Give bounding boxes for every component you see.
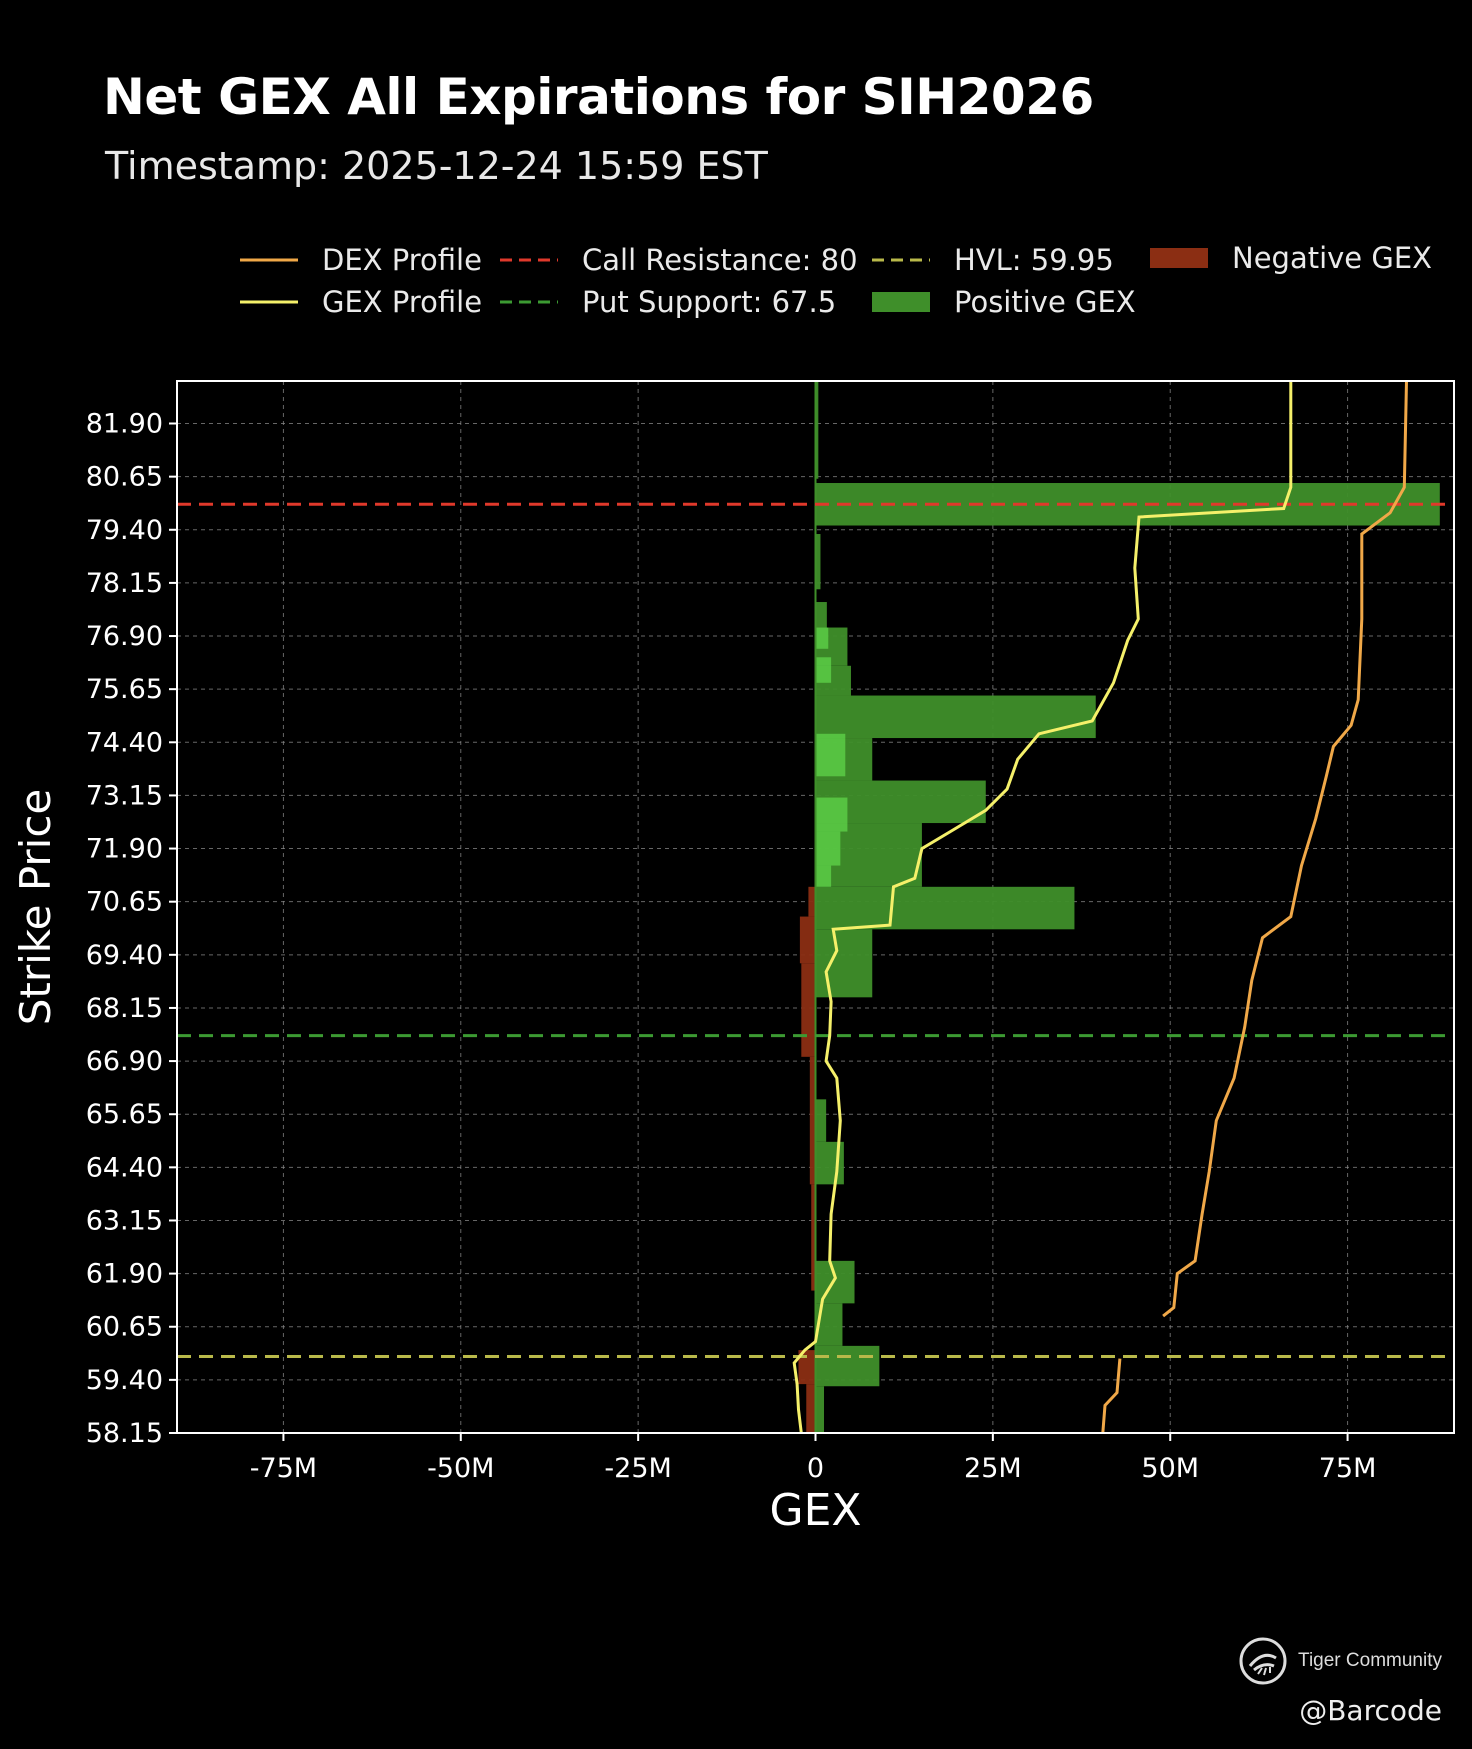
negative-gex-bar bbox=[808, 886, 816, 917]
positive-gex-highlight-bar bbox=[815, 831, 841, 866]
x-tick-label: 75M bbox=[1319, 1453, 1377, 1484]
y-tick-label: 79.40 bbox=[86, 515, 163, 546]
y-tick-label: 69.40 bbox=[86, 940, 163, 971]
y-tick-label: 63.15 bbox=[86, 1205, 163, 1236]
y-tick-label: 66.90 bbox=[86, 1046, 163, 1077]
negative-gex-bar bbox=[811, 1184, 816, 1291]
positive-gex-bar bbox=[815, 886, 1075, 930]
chart-title: Net GEX All Expirations for SIH2026 bbox=[103, 68, 1094, 126]
dex-profile-line bbox=[1162, 380, 1408, 1318]
y-tick-label: 74.40 bbox=[86, 727, 163, 758]
y-tick-label: 59.40 bbox=[86, 1365, 163, 1396]
negative-gex-bar bbox=[801, 963, 816, 1057]
positive-gex-highlight-bar bbox=[815, 627, 829, 649]
legend-label: Call Resistance: 80 bbox=[582, 243, 858, 277]
watermark-brand: Tiger Community bbox=[1298, 1650, 1442, 1671]
positive-gex-bar bbox=[815, 1345, 880, 1387]
legend-label: Put Support: 67.5 bbox=[582, 285, 836, 319]
x-tick-label: -75M bbox=[250, 1453, 317, 1484]
positive-gex-bar bbox=[815, 602, 827, 628]
y-tick-label: 64.40 bbox=[86, 1152, 163, 1183]
legend-label: DEX Profile bbox=[322, 243, 482, 277]
chart-subtitle: Timestamp: 2025-12-24 15:59 EST bbox=[105, 144, 768, 188]
positive-gex-highlight-bar bbox=[815, 797, 848, 832]
x-tick-label: 0 bbox=[807, 1453, 824, 1484]
x-tick-label: -25M bbox=[604, 1453, 671, 1484]
negative-gex-bar bbox=[806, 1384, 816, 1433]
y-tick-label: 81.90 bbox=[86, 409, 163, 440]
y-axis-label: Strike Price bbox=[11, 789, 60, 1026]
axis-ticks: -75M -50M -25M 0 25M 50M 75M 58.15 59.40 60.65 61.… bbox=[86, 409, 1377, 1484]
chart-legend: DEX Profile GEX Profile Call Resistance: 8… bbox=[240, 241, 1432, 319]
gex-bars bbox=[798, 381, 1440, 1433]
x-tick-label: 50M bbox=[1141, 1453, 1199, 1484]
positive-gex-bar bbox=[815, 1099, 827, 1142]
x-axis-label: GEX bbox=[769, 1485, 861, 1536]
profile-lines bbox=[792, 380, 1408, 1434]
y-tick-label: 68.15 bbox=[86, 993, 163, 1024]
legend-label: Positive GEX bbox=[954, 285, 1136, 319]
y-tick-label: 73.15 bbox=[86, 780, 163, 811]
y-tick-label: 75.65 bbox=[86, 674, 163, 705]
gex-profile-line bbox=[792, 381, 1293, 1434]
legend-label: GEX Profile bbox=[322, 285, 482, 319]
y-tick-label: 61.90 bbox=[86, 1259, 163, 1290]
y-tick-label: 78.15 bbox=[86, 568, 163, 599]
y-tick-label: 70.65 bbox=[86, 887, 163, 918]
legend-label: Negative GEX bbox=[1232, 241, 1432, 275]
positive-gex-bar bbox=[815, 1386, 825, 1433]
dex-profile-line bbox=[1101, 1358, 1122, 1434]
y-tick-label: 65.65 bbox=[86, 1099, 163, 1130]
watermark-handle: @Barcode bbox=[1299, 1694, 1442, 1727]
legend-label: HVL: 59.95 bbox=[954, 243, 1114, 277]
positive-gex-bar bbox=[815, 381, 819, 479]
legend-swatch bbox=[872, 292, 930, 312]
positive-gex-bar bbox=[815, 929, 873, 998]
tiger-community-logo-icon bbox=[1239, 1637, 1287, 1685]
negative-gex-bar bbox=[798, 1350, 816, 1385]
watermark: Tiger Community bbox=[1238, 1636, 1442, 1686]
positive-gex-highlight-bar bbox=[815, 733, 846, 777]
negative-gex-bar bbox=[799, 916, 816, 964]
y-tick-label: 60.65 bbox=[86, 1312, 163, 1343]
reference-lines bbox=[177, 502, 1454, 1358]
y-tick-label: 80.65 bbox=[86, 462, 163, 493]
x-tick-label: 25M bbox=[964, 1453, 1022, 1484]
positive-gex-bar bbox=[815, 1260, 855, 1304]
y-tick-label: 76.90 bbox=[86, 621, 163, 652]
y-tick-label: 58.15 bbox=[86, 1418, 163, 1449]
y-tick-label: 71.90 bbox=[86, 834, 163, 865]
gex-chart: DEX Profile GEX Profile Call Resistance: 8… bbox=[11, 241, 1455, 1536]
legend-swatch bbox=[1150, 248, 1208, 268]
positive-gex-highlight-bar bbox=[815, 865, 832, 887]
x-tick-label: -50M bbox=[427, 1453, 494, 1484]
negative-gex-bar bbox=[809, 1056, 816, 1185]
positive-gex-highlight-bar bbox=[815, 657, 832, 683]
positive-gex-bar bbox=[815, 534, 821, 590]
